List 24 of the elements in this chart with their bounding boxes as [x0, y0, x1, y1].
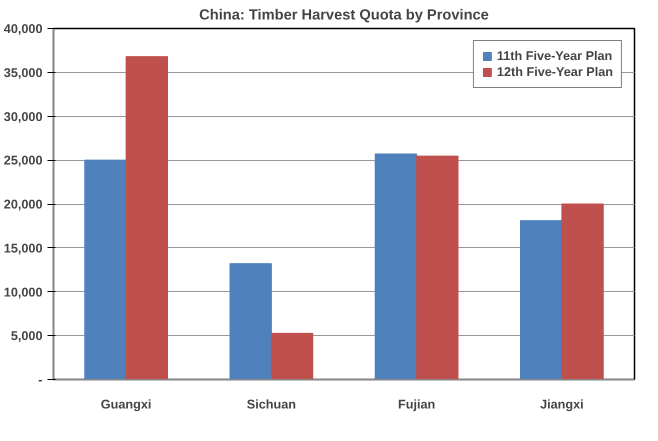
legend-label: 11th Five-Year Plan: [496, 49, 612, 63]
bar: [374, 153, 418, 380]
bar: [520, 220, 562, 380]
y-tick-label: 35,000: [4, 66, 43, 80]
bar: [561, 204, 604, 380]
bar: [416, 156, 459, 380]
y-tick-label: 10,000: [4, 285, 43, 300]
y-tick-label: -: [38, 373, 43, 387]
y-tick-label: 5,000: [10, 329, 42, 344]
y-tick-label: 20,000: [4, 198, 43, 212]
x-tick-label: Jiangxi: [540, 398, 584, 412]
x-tick-label: Guangxi: [100, 398, 152, 412]
bar: [229, 263, 272, 380]
x-tick-label: Fujian: [398, 398, 436, 412]
y-tick-label: 25,000: [4, 154, 43, 168]
y-tick-label: 15,000: [4, 241, 43, 256]
bar: [270, 332, 314, 380]
y-tick-label: 30,000: [4, 110, 43, 124]
bar: [126, 56, 168, 380]
y-tick-label: 40,000: [4, 22, 43, 36]
chart-title: China: Timber Harvest Quota by Province: [199, 8, 489, 24]
bar: [84, 160, 127, 380]
x-tick-label: Sichuan: [246, 398, 296, 412]
legend-label: 12th Five-Year Plan: [496, 65, 613, 79]
